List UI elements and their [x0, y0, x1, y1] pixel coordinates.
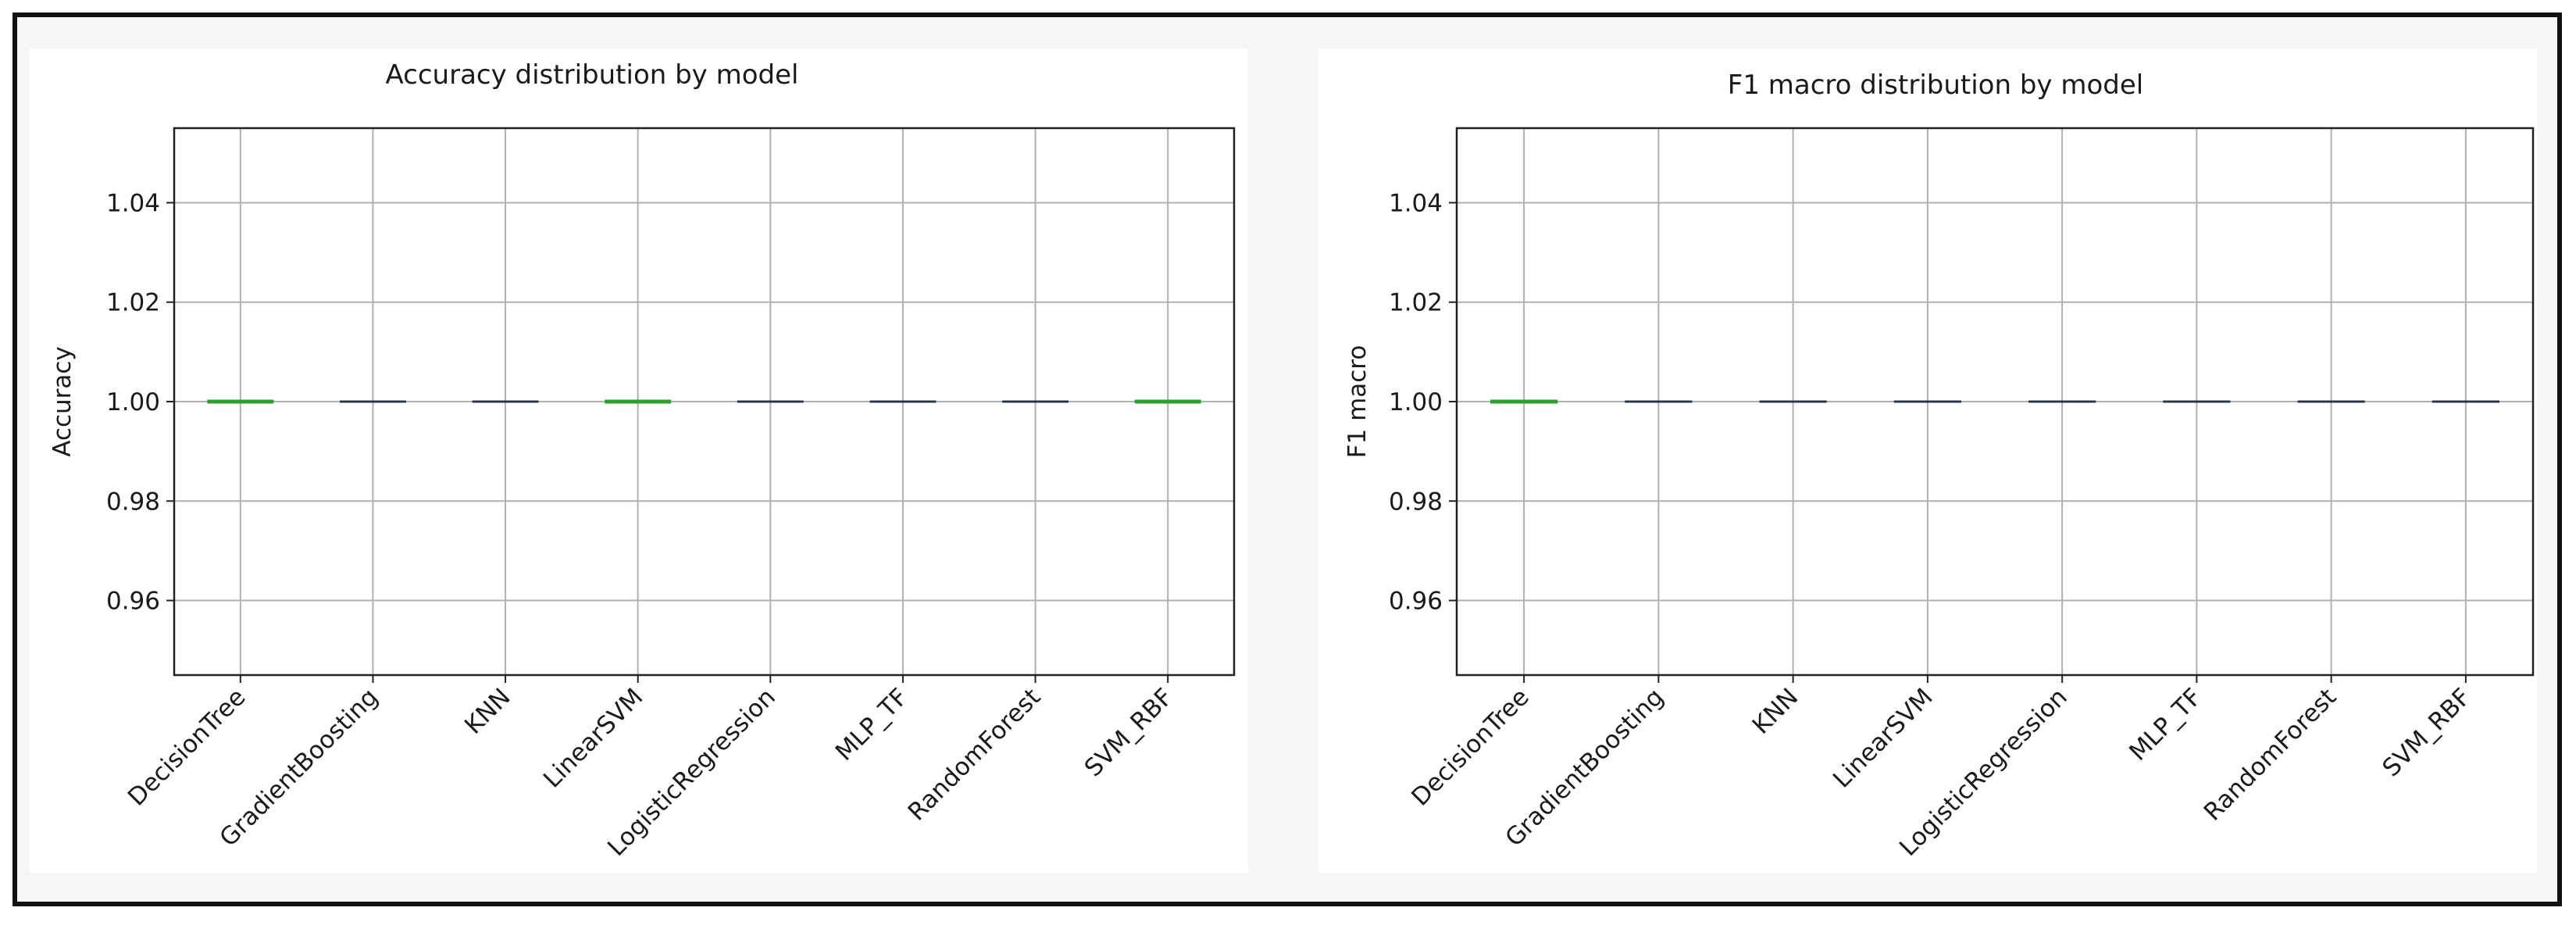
y-axis-label: F1 macro — [1343, 345, 1372, 459]
axes-frame — [173, 127, 1236, 677]
x-tick-label: KNN — [1747, 683, 1804, 740]
chart-title: Accuracy distribution by model — [386, 59, 799, 91]
x-tick-label: MLP_TF — [2124, 683, 2207, 766]
y-tick-label: 1.00 — [1389, 388, 1443, 416]
accuracy-chart: Accuracy distribution by model Accuracy 0.… — [48, 59, 1236, 862]
x-tick-label: SVM_RBF — [2377, 683, 2476, 782]
x-tick-label: LinearSVM — [1828, 683, 1938, 793]
y-tick-label: 0.96 — [106, 588, 160, 616]
figure-frame: Accuracy distribution by model Accuracy 0.… — [12, 13, 2562, 906]
x-tick-label: LinearSVM — [538, 683, 648, 793]
y-tick-label: 0.98 — [1389, 488, 1443, 516]
y-tick-label: 1.02 — [106, 289, 160, 317]
x-tick-label: KNN — [459, 683, 516, 740]
y-tick-label: 1.02 — [1389, 289, 1443, 317]
accuracy-chart-panel: Accuracy distribution by model Accuracy 0.… — [30, 48, 1248, 873]
f1-macro-chart-panel: F1 macro distribution by model F1 macro 0.… — [1318, 48, 2537, 873]
y-tick-label: 1.04 — [106, 189, 160, 217]
x-tick-label: SVM_RBF — [1079, 683, 1179, 782]
y-axis-label: Accuracy — [48, 346, 77, 457]
chart-title: F1 macro distribution by model — [1728, 70, 2143, 101]
x-tick-label: DecisionTree — [123, 683, 251, 811]
y-tick-label: 0.98 — [106, 488, 160, 516]
axes-frame — [1455, 127, 2535, 677]
x-tick-label: MLP_TF — [830, 683, 914, 766]
y-tick-label: 0.96 — [1389, 588, 1443, 616]
f1-macro-chart: F1 macro distribution by model F1 macro 0.… — [1343, 70, 2535, 862]
x-tick-label: RandomForest — [903, 683, 1046, 826]
x-tick-label: DecisionTree — [1406, 683, 1534, 811]
y-tick-label: 1.00 — [106, 388, 160, 416]
x-tick-label: RandomForest — [2199, 683, 2342, 826]
y-tick-label: 1.04 — [1389, 189, 1443, 217]
